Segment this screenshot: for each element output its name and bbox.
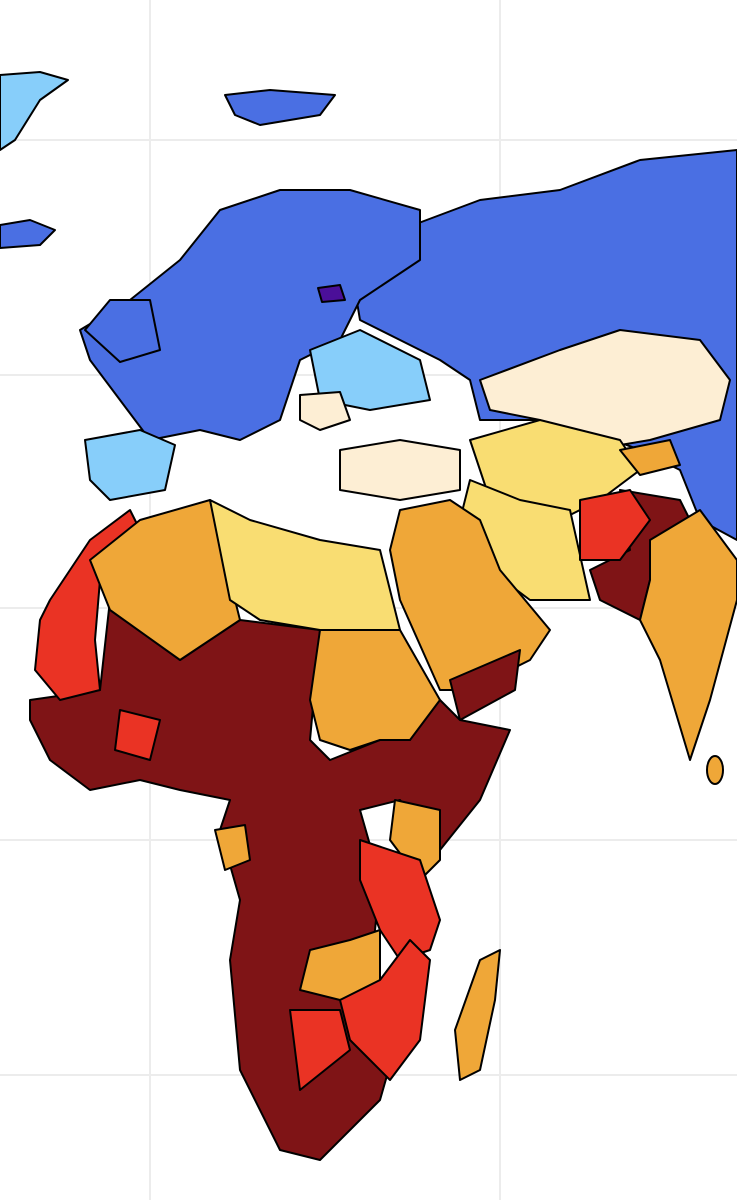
iberia [84,429,176,501]
yemen [449,649,521,721]
iceland-edge [0,71,69,151]
india [639,509,737,761]
greenland-edge [0,219,56,249]
estonia [317,284,346,303]
gabon [214,824,251,871]
kyrgyzstan [619,439,681,476]
countries [0,71,737,1161]
madagascar [454,949,501,1081]
svalbard [224,89,336,126]
mozambique-zimbabwe [339,939,431,1081]
saudi-arabia [389,499,551,691]
turkey [339,439,461,501]
kenya [389,799,441,881]
balkans [299,391,351,431]
british-isles [84,299,161,363]
sri-lanka [706,755,724,785]
sudan [309,629,441,751]
afghanistan [579,489,651,561]
russia-china [354,149,737,541]
botswana [289,1009,351,1091]
ghana-region [114,709,161,761]
